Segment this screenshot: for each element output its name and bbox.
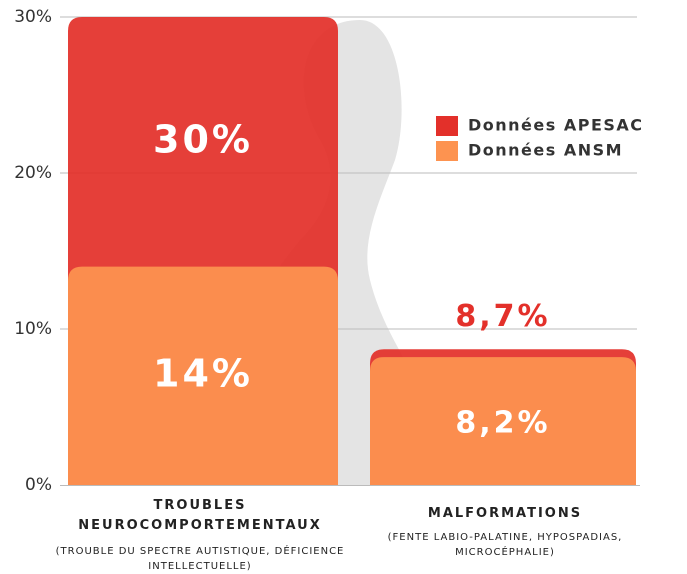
category-name: TROUBLES NEUROCOMPORTEMENTAUX bbox=[30, 496, 370, 536]
category-label: TROUBLES NEUROCOMPORTEMENTAUX (TROUBLE DU… bbox=[30, 496, 370, 574]
base bbox=[60, 485, 640, 486]
legend-label: Données ANSM bbox=[468, 141, 623, 160]
value-label: 14% bbox=[153, 351, 253, 395]
category-note: (FENTE LABIO-PALATINE, HYPOSPADIAS, MICR… bbox=[345, 530, 665, 560]
category-label: MALFORMATIONS (FENTE LABIO-PALATINE, HYPO… bbox=[345, 504, 665, 560]
chart: 0% 10% 20% 30% 30% 14% 8,7% 8,2% Données APESAC D… bbox=[0, 0, 687, 573]
legend-label: Données APESAC bbox=[468, 116, 644, 135]
y-tick-label: 10% bbox=[14, 319, 52, 339]
category-name: MALFORMATIONS bbox=[345, 504, 665, 524]
legend-swatch bbox=[436, 141, 458, 161]
y-tick-label: 20% bbox=[14, 163, 52, 183]
value-label: 30% bbox=[153, 117, 253, 161]
value-label: 8,2% bbox=[455, 406, 550, 441]
legend-swatch bbox=[436, 116, 458, 136]
value-label: 8,7% bbox=[455, 299, 550, 334]
y-tick-label: 30% bbox=[14, 7, 52, 27]
page: 0% 10% 20% 30% 30% 14% 8,7% 8,2% Données APESAC D… bbox=[0, 0, 687, 573]
y-tick-label: 0% bbox=[25, 475, 52, 495]
category-note: (TROUBLE DU SPECTRE AUTISTIQUE, DÉFICIEN… bbox=[30, 544, 370, 574]
